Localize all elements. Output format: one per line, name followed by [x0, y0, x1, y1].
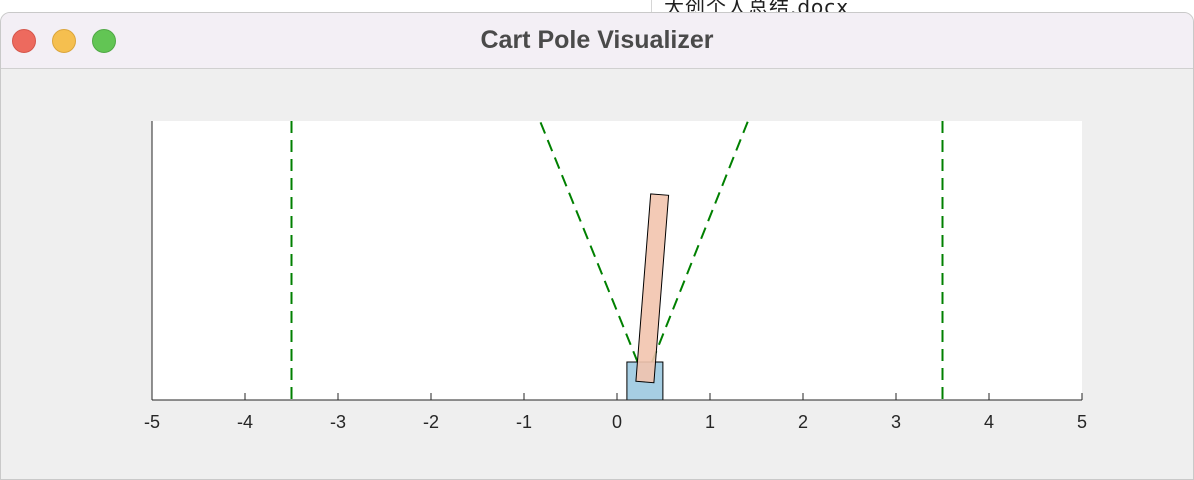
background-window-title-text: 大创个人总结.docx — [664, 0, 850, 14]
background-window-title: 大创个人总结.docx — [651, 0, 1194, 14]
x-tick-label: -3 — [330, 412, 346, 432]
x-tick-label: -4 — [237, 412, 253, 432]
cart-pole-plot: -5 -4 -3 -2 -1 0 1 2 3 4 5 — [144, 120, 1087, 432]
minimize-button[interactable] — [52, 29, 76, 53]
pole — [635, 193, 670, 384]
guide-lines — [290, 120, 944, 400]
x-tick-label: 2 — [798, 412, 808, 432]
zoom-button[interactable] — [92, 29, 116, 53]
left-angle-limit-line — [539, 120, 646, 381]
x-tick-label: -1 — [516, 412, 532, 432]
x-tick-label: -2 — [423, 412, 439, 432]
window-title: Cart Pole Visualizer — [480, 26, 714, 54]
x-tick-label: 1 — [705, 412, 715, 432]
x-axis-ticks: -5 -4 -3 -2 -1 0 1 2 3 4 5 — [144, 393, 1087, 432]
x-tick-label: 0 — [612, 412, 622, 432]
close-button[interactable] — [12, 29, 36, 53]
plot-area — [152, 121, 1082, 400]
x-tick-label: 5 — [1077, 412, 1087, 432]
cart-pole-system — [626, 193, 670, 401]
title-bar[interactable]: Cart Pole Visualizer — [1, 13, 1193, 69]
x-tick-label: 4 — [984, 412, 994, 432]
x-tick-label: 3 — [891, 412, 901, 432]
right-angle-limit-line — [643, 120, 749, 381]
x-tick-label: -5 — [144, 412, 160, 432]
